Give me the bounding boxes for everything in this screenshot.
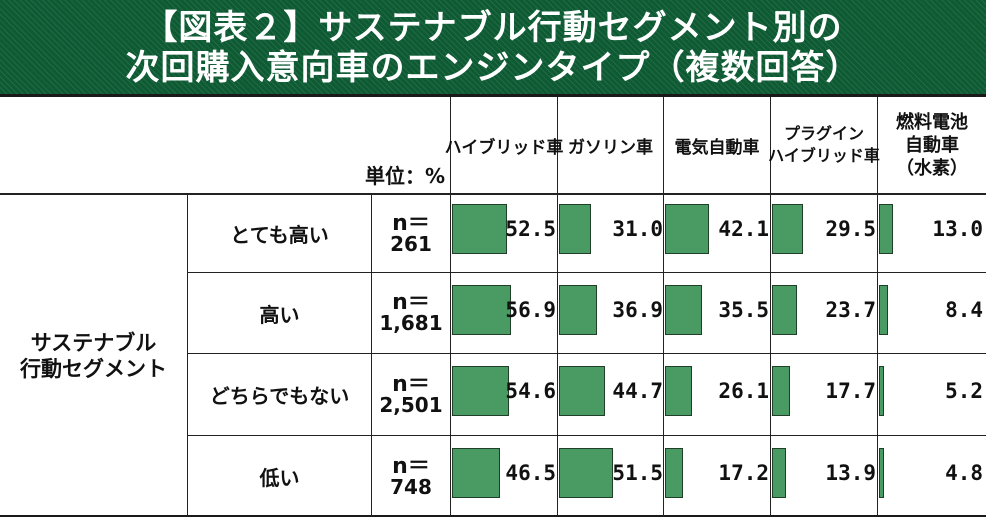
bar-fuel-cell: [879, 204, 893, 254]
bar-value-label: 23.7: [825, 298, 876, 322]
bar-fuel-cell: [879, 366, 885, 416]
row-divider-3: [188, 435, 986, 436]
bar-electric: [665, 204, 709, 254]
sample-size-prefix: n＝: [392, 453, 430, 479]
column-header-text: ハイブリッド車: [444, 137, 564, 158]
bar-value-label: 54.6: [505, 379, 556, 403]
chart-title-line-2: 次回購入意向車のエンジンタイプ（複数回答）: [125, 48, 861, 88]
data-table: [0, 94, 986, 517]
sample-size-high: n＝ 1,681: [372, 273, 450, 353]
bar-value-label: 35.5: [718, 298, 769, 322]
bar-plugin-hybrid: [772, 285, 797, 335]
bar-plugin-hybrid: [772, 448, 787, 498]
sample-size-neutral: n＝ 2,501: [372, 354, 450, 435]
bar-value-label: 26.1: [718, 379, 769, 403]
sample-size-value: 1,681: [379, 311, 443, 335]
bar-hybrid: [452, 366, 509, 416]
col-divider-2: [557, 97, 558, 517]
column-header-plugin-hybrid: プラグイン ハイブリッド車: [768, 97, 880, 193]
column-header-text: ハイブリッド車: [768, 146, 880, 165]
column-header-text: ガソリン車: [568, 137, 653, 158]
row-label-low: 低い: [259, 466, 300, 490]
bar-hybrid: [452, 448, 501, 498]
bar-gasoline: [559, 448, 613, 498]
bar-fuel-cell: [879, 285, 888, 335]
col-divider-4: [770, 97, 771, 517]
unit-label: 単位：%: [364, 164, 445, 188]
col-divider-5: [877, 97, 878, 517]
bar-hybrid: [452, 204, 507, 254]
bar-value-label: 13.9: [825, 461, 876, 485]
col-divider-n: [450, 97, 451, 517]
row-divider-1: [188, 272, 986, 273]
segment-axis-label-line: 行動セグメント: [20, 357, 167, 381]
bar-value-label: 4.8: [945, 461, 983, 485]
bar-electric: [665, 285, 702, 335]
sample-size-low: n＝ 748: [372, 436, 450, 517]
bar-plugin-hybrid: [772, 366, 791, 416]
segment-axis-label: サステナブル 行動セグメント: [0, 195, 187, 517]
sample-size-prefix: n＝: [392, 290, 430, 315]
bar-electric: [665, 366, 693, 416]
bar-hybrid: [452, 285, 512, 335]
bar-value-label: 44.7: [612, 379, 663, 403]
bar-value-label: 36.9: [612, 298, 663, 322]
bar-value-label: 31.0: [612, 217, 663, 241]
bar-gasoline: [559, 285, 598, 335]
column-header-fuel-cell: 燃料電池 自動車 （水素）: [878, 97, 986, 193]
chart-title-line-1: 【図表２】サステナブル行動セグメント別の: [143, 8, 843, 48]
bar-value-label: 51.5: [612, 461, 663, 485]
row-label-very-high: とても高い: [230, 223, 329, 247]
column-header-text: 電気自動車: [674, 137, 760, 158]
sample-size-prefix: n＝: [392, 210, 430, 236]
sample-size-prefix: n＝: [392, 371, 430, 397]
column-header-text: 燃料電池: [896, 111, 968, 133]
column-header-electric: 電気自動車: [664, 97, 770, 193]
bar-value-label: 46.5: [505, 461, 556, 485]
column-header-text: 自動車: [905, 134, 959, 156]
bar-value-label: 13.0: [932, 217, 983, 241]
row-label-neutral: どちらでもない: [209, 384, 350, 408]
row-divider-2: [188, 353, 986, 354]
bar-electric: [665, 448, 683, 498]
bar-value-label: 56.9: [505, 298, 556, 322]
col-divider-segment: [187, 195, 188, 517]
col-divider-3: [663, 97, 664, 517]
bar-value-label: 5.2: [945, 379, 983, 403]
bar-value-label: 17.2: [718, 461, 769, 485]
sample-size-value: 748: [390, 474, 432, 499]
segment-axis-label-line: サステナブル: [30, 331, 157, 355]
column-header-hybrid: ハイブリッド車: [445, 97, 564, 193]
bar-fuel-cell: [879, 448, 884, 498]
header-divider: [0, 193, 986, 195]
bar-plugin-hybrid: [772, 204, 803, 254]
column-header-gasoline: ガソリン車: [558, 97, 663, 193]
row-label-high: 高い: [259, 302, 300, 327]
sample-size-value: 261: [390, 231, 432, 256]
bar-value-label: 52.5: [505, 217, 556, 241]
chart-title: 【図表２】サステナブル行動セグメント別の 次回購入意向車のエンジンタイプ（複数回…: [0, 0, 986, 94]
column-header-text: （水素）: [896, 157, 968, 179]
bar-value-label: 17.7: [825, 379, 876, 403]
bar-gasoline: [559, 366, 606, 416]
sample-size-value: 2,501: [379, 392, 443, 417]
bar-value-label: 29.5: [825, 217, 876, 241]
column-header-text: プラグイン: [783, 124, 864, 143]
bar-value-label: 42.1: [718, 217, 769, 241]
bar-gasoline: [559, 204, 592, 254]
col-divider-rowlabel: [371, 195, 372, 517]
bar-value-label: 8.4: [945, 298, 983, 322]
sample-size-very-high: n＝ 261: [372, 195, 450, 272]
